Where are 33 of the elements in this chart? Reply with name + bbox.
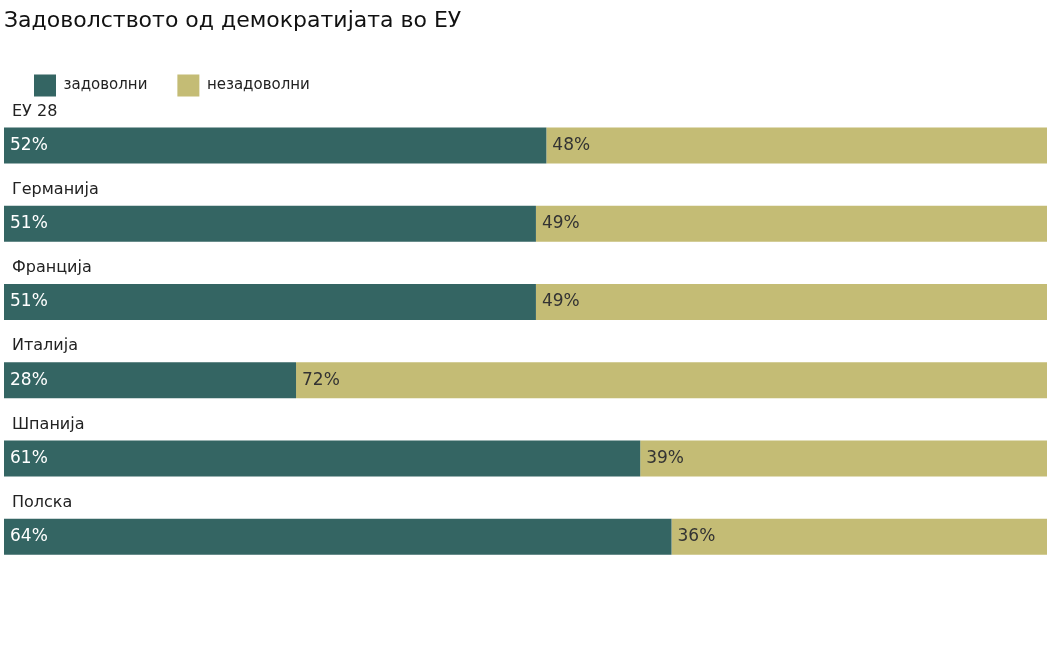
bar	[535, 284, 1047, 321]
data-label: 64%	[10, 525, 48, 546]
data-label: 49%	[541, 212, 580, 233]
data-label: 48%	[552, 133, 591, 154]
bar	[4, 284, 536, 321]
y-tick-label: Шпанија	[12, 413, 85, 433]
bar	[4, 205, 536, 242]
data-label: 61%	[10, 447, 48, 468]
y-tick-label: ЕУ 28	[12, 100, 58, 120]
bar	[671, 518, 1047, 555]
data-label: 51%	[10, 290, 48, 311]
data-label: 72%	[302, 368, 340, 389]
bar	[546, 127, 1047, 164]
chart-title: Задоволството од демократијата во ЕУ	[4, 6, 462, 32]
data-label: 28%	[10, 368, 48, 389]
y-tick-label: Германија	[12, 178, 99, 198]
data-label: 49%	[541, 290, 580, 311]
data-label: 39%	[646, 447, 685, 468]
y-tick-label: Италија	[12, 335, 78, 355]
bar	[640, 440, 1047, 477]
bar	[296, 362, 1047, 399]
bar	[535, 205, 1047, 242]
bar	[4, 127, 547, 164]
y-tick-label: Полска	[12, 492, 73, 512]
legend-label: незадоволни	[206, 75, 310, 94]
bar	[4, 362, 297, 399]
data-label: 36%	[677, 525, 716, 546]
y-tick-label: Франција	[12, 257, 92, 277]
data-label: 51%	[10, 212, 48, 233]
data-label: 52%	[10, 133, 48, 154]
bar	[4, 518, 672, 555]
bar	[4, 440, 641, 477]
legend-label: задоволни	[63, 75, 148, 94]
